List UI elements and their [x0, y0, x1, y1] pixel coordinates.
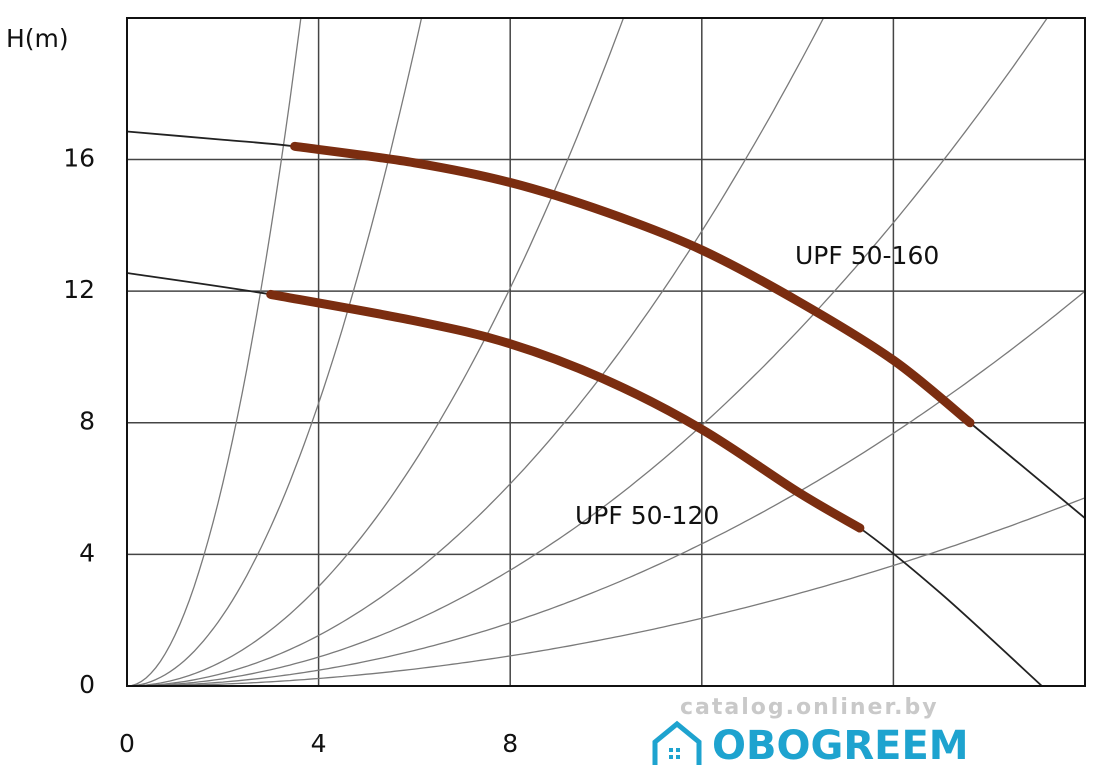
- labels: 0 4 8 12 16 0 4 8 UPF 50-160 UPF 50-120: [63, 143, 939, 758]
- logo-icon: [669, 755, 673, 759]
- logo-icon: [669, 748, 673, 752]
- watermark-logo: OBOGREEM: [652, 720, 969, 769]
- system-curve: [127, 18, 1049, 686]
- logo-icon: [676, 755, 680, 759]
- system-curve: [127, 18, 625, 686]
- series-label: UPF 50-120: [575, 501, 719, 530]
- operating-range: [266, 289, 865, 533]
- y-tick-label: 4: [79, 538, 95, 567]
- system-curve: [127, 290, 1085, 686]
- logo-icon: [652, 720, 702, 765]
- y-tick-label: 0: [79, 670, 95, 699]
- plot-border: [126, 17, 1086, 687]
- curves: [127, 18, 1085, 686]
- system-curve: [127, 18, 825, 686]
- y-tick-label: 12: [63, 275, 95, 304]
- logo-icon: [676, 748, 680, 752]
- x-tick-label: 0: [119, 729, 135, 758]
- x-tick-label: 4: [311, 729, 327, 758]
- logo-text: OBOGREEM: [712, 723, 969, 769]
- y-tick-label: 16: [63, 143, 95, 172]
- x-tick-label: 8: [502, 729, 518, 758]
- series-label: UPF 50-160: [795, 241, 939, 270]
- operating-range: [290, 141, 975, 428]
- system-curve: [127, 18, 302, 686]
- y-axis-label: H(m): [6, 24, 69, 53]
- y-tick-label: 8: [79, 407, 95, 436]
- system-curve: [127, 497, 1085, 686]
- system-curve: [127, 18, 423, 686]
- watermark-site: catalog.onliner.by: [680, 695, 939, 720]
